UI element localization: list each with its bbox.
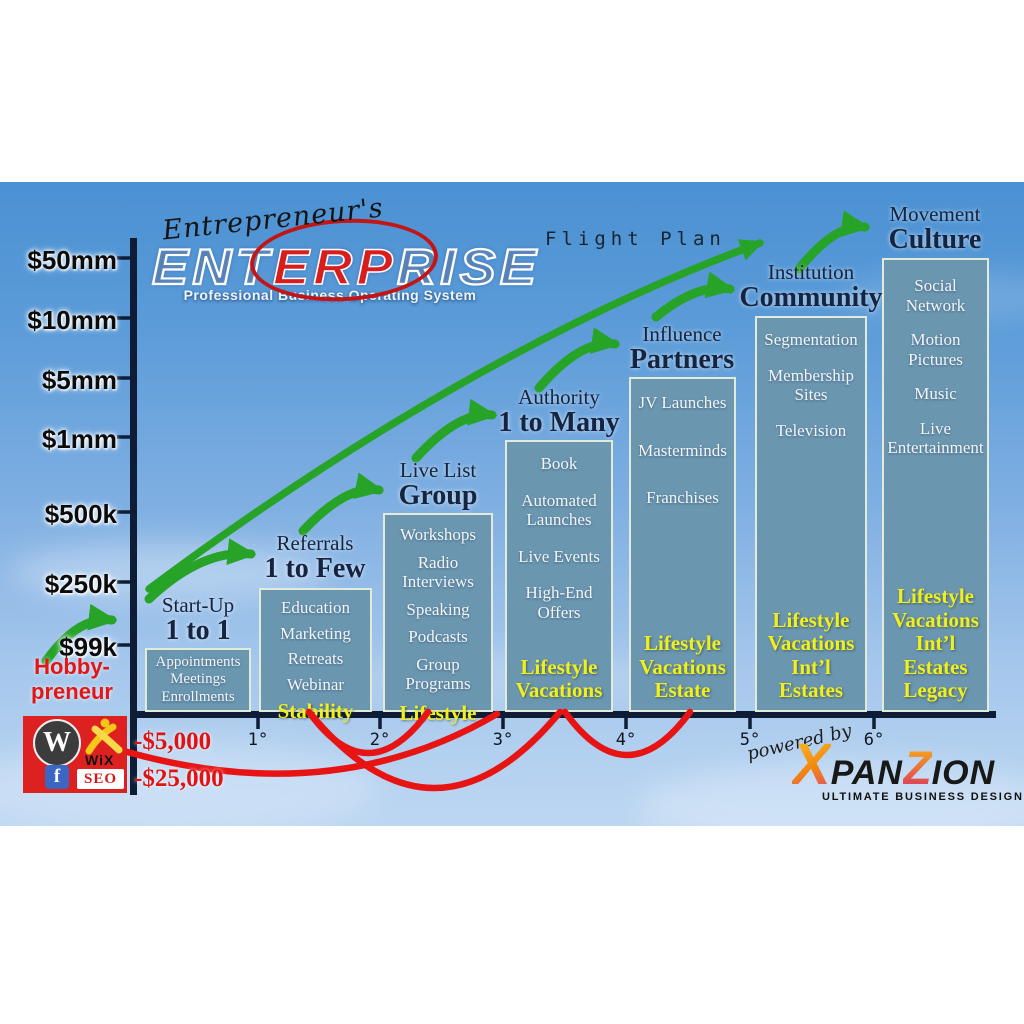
y-label-1mm: $1mm — [41, 424, 117, 454]
stage-reward: Lifestyle Vacations Int’l Estates Legacy — [892, 584, 979, 703]
x-label-3deg: 3° — [492, 730, 514, 750]
stage-heading-movement: Movement Culture — [845, 203, 1024, 254]
y-label-10mm: $10mm — [27, 305, 117, 335]
stage-heading-line1: Institution — [767, 260, 855, 284]
stage-heading-authority: Authority 1 to Many — [469, 386, 649, 437]
x-label-5deg: 5° — [739, 730, 761, 750]
x-label-1deg: 1° — [247, 730, 269, 750]
xpanzion-logo: X PAN Z ION — [792, 736, 995, 794]
y-label-500k: $500k — [44, 499, 117, 529]
stage-reward: Stability — [277, 699, 354, 724]
xpanzion-tagline: ULTIMATE BUSINESS DESIGNER — [822, 791, 1024, 803]
stage-heading-line2: Culture — [888, 224, 982, 256]
platforms-box: W WiX f SEO — [23, 716, 127, 793]
stage-item: Live Entertainment — [887, 418, 984, 458]
stage-item: Motion Pictures — [908, 330, 963, 369]
seo-badge: SEO — [77, 769, 124, 789]
stage-item: Music — [914, 384, 957, 404]
stage-item: Webinar — [286, 674, 345, 694]
stage-item: Book — [540, 454, 578, 473]
stage-reward: Lifestyle Vacations Estate — [639, 631, 726, 703]
stage-reward: Lifestyle Vacations Int’l Estates — [767, 607, 855, 703]
stage-item: Marketing — [280, 623, 351, 643]
stage-box-movement: Social Network Motion Pictures Music Liv… — [882, 258, 989, 712]
stage-heading-line2: Group — [398, 480, 478, 512]
stage-heading-line1: Authority — [518, 385, 600, 409]
stage-item: Enrollments — [161, 688, 235, 705]
y-axis-line — [130, 238, 137, 795]
hobby-line1: Hobby- — [34, 654, 110, 679]
stage-heading-institution: Institution Community — [721, 261, 901, 312]
loss-25000: -$25,000 — [134, 765, 224, 792]
xpanzion-z: Z — [902, 741, 932, 794]
stage-heading-line2: Partners — [629, 344, 735, 376]
stage-item: High-End Offers — [525, 583, 593, 622]
stage-item: Masterminds — [638, 440, 727, 460]
stage-item: Meetings — [170, 671, 226, 688]
wix-icon — [85, 718, 123, 755]
stage-item: Education — [281, 598, 350, 617]
stage-heading-line2: Community — [739, 282, 883, 314]
y-label-5mm: $5mm — [41, 365, 117, 395]
stage-item: Workshops — [399, 525, 477, 544]
stage-item: Speaking — [406, 599, 470, 619]
stage-heading-livelist: Live List Group — [348, 459, 528, 510]
x-label-4deg: 4° — [615, 730, 637, 750]
xpanzion-pan: PAN — [830, 754, 903, 792]
hobby-line2: preneur — [31, 679, 113, 705]
stage-heading-line1: Movement — [889, 202, 981, 226]
x-label-2deg: 2° — [369, 730, 391, 750]
stage-item: Podcasts — [408, 627, 468, 647]
xpanzion-x: X — [792, 732, 831, 797]
stage-heading-startup: Start-Up 1 to 1 — [108, 594, 288, 645]
stage-heading-line2: 1 to 1 — [165, 615, 231, 647]
x-axis-line — [130, 711, 996, 718]
stage-box-startup: Appointments Meetings Enrollments — [145, 648, 251, 712]
stage-item: Group Programs — [405, 654, 471, 694]
stage-heading-line1: Live List — [399, 458, 477, 482]
stage-item: Segmentation — [764, 330, 858, 349]
wix-label: WiX — [85, 752, 115, 768]
y-label-250k: $250k — [44, 569, 117, 599]
wordpress-icon: W — [33, 719, 81, 767]
xpanzion-ion: ION — [931, 754, 996, 792]
stage-heading-line1: Referrals — [276, 531, 354, 555]
stage-reward: Lifestyle — [399, 700, 477, 725]
stage-item: Membership Sites — [768, 365, 854, 405]
stage-heading-line1: Start-Up — [161, 593, 235, 617]
x-label-6deg: 6° — [863, 730, 885, 750]
stage-heading-line1: Influence — [642, 322, 722, 346]
stage-heading-referrals: Referrals 1 to Few — [225, 532, 405, 583]
facebook-icon: f — [45, 765, 69, 789]
y-label-50mm: $50mm — [27, 245, 117, 275]
stage-item: Television — [775, 420, 847, 440]
cloud — [640, 762, 1024, 852]
stage-item: Franchises — [646, 488, 719, 508]
stage-heading-line2: 1 to Few — [264, 553, 366, 585]
stage-heading-line2: 1 to Many — [498, 407, 620, 439]
stage-item: Live Events — [518, 546, 600, 566]
stage-reward: Lifestyle Vacations — [515, 654, 603, 703]
stage-item: Retreats — [287, 649, 344, 669]
stage-item: Social Network — [905, 276, 966, 315]
stage-item: Appointments — [155, 654, 241, 671]
loss-5000: -$5,000 — [134, 728, 212, 755]
hobby-preneur-label: Hobby- preneur — [14, 654, 130, 705]
stage-item: JV Launches — [638, 393, 727, 412]
stage-box-institution: Segmentation Membership Sites Television… — [755, 316, 867, 712]
page-title: Flight Plan — [545, 228, 726, 250]
stage-heading-influence: Influence Partners — [592, 323, 772, 374]
